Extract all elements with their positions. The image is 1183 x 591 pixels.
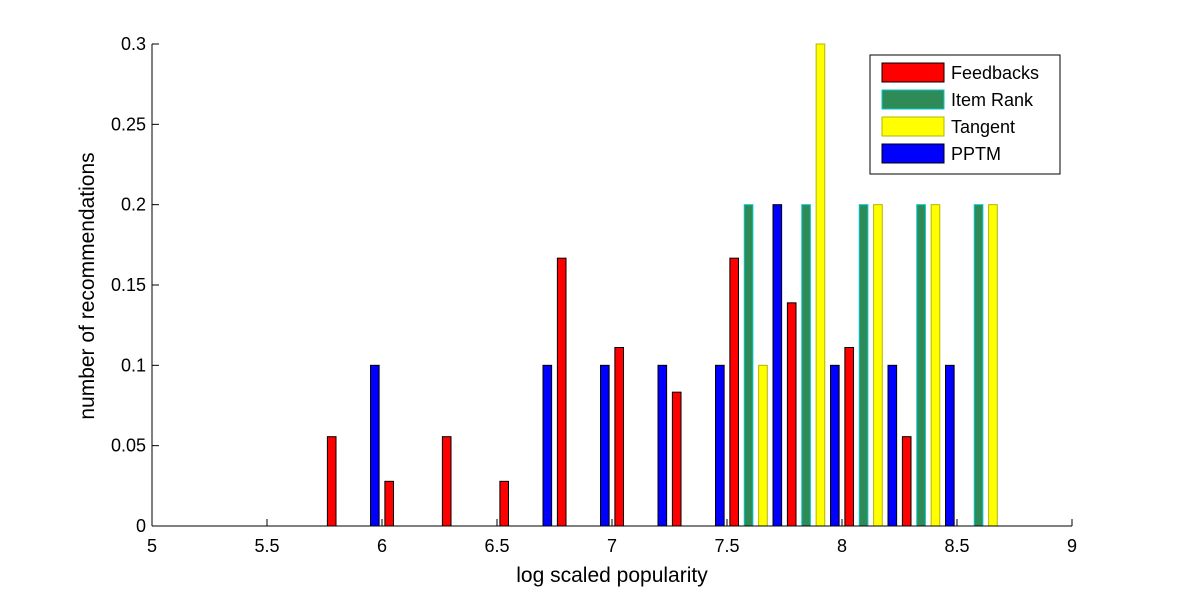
bar-tangent-12: [873, 204, 883, 527]
legend-swatch-tangent: [881, 116, 945, 137]
y-axis-title: number of recommendations: [76, 152, 99, 419]
bar-feedbacks-11: [786, 302, 797, 527]
x-tick-label: 9: [1067, 536, 1077, 556]
bar-pptm-8: [657, 364, 668, 527]
bar-tangent-10: [758, 364, 768, 527]
bar-pptm-11: [830, 364, 840, 527]
bar-item-rank-13: [916, 204, 926, 527]
x-tick-label: 6.5: [484, 536, 509, 556]
y-tick-label: 0.25: [111, 114, 146, 134]
legend-label: Feedbacks: [951, 63, 1039, 83]
legend-swatch-feedbacks: [881, 62, 945, 83]
bar-feedbacks-4: [384, 480, 395, 527]
y-axis-ticks: 0 0.05 0.1 0.15 0.2 0.25 0.3: [111, 34, 159, 536]
y-tick-label: 0.1: [121, 355, 146, 375]
bar-feedbacks-10: [729, 257, 740, 527]
bar-pptm-10: [772, 204, 783, 527]
bar-item-rank-11: [801, 204, 811, 527]
bar-pptm-12: [887, 364, 898, 527]
bar-tangent-14: [988, 204, 998, 527]
bar-pptm-9: [715, 364, 725, 527]
bar-tangent-13: [930, 204, 941, 527]
x-axis-ticks: 5 5.5 6 6.5 7 7.5 8 8.5 9: [147, 519, 1077, 556]
x-axis-title: log scaled popularity: [516, 564, 708, 587]
bar-item-rank-12: [858, 204, 869, 527]
x-tick-label: 6: [377, 536, 387, 556]
bar-pptm-6: [542, 364, 553, 527]
x-tick-label: 7.5: [714, 536, 739, 556]
y-tick-label: 0: [136, 516, 146, 536]
legend-label: PPTM: [951, 144, 1001, 164]
y-tick-label: 0.05: [111, 436, 146, 456]
y-tick-label: 0.15: [111, 275, 146, 295]
y-tick-label: 0.3: [121, 34, 146, 54]
bar-feedbacks-8: [614, 347, 625, 527]
bar-feedbacks-5: [441, 436, 452, 527]
y-tick-label: 0.2: [121, 195, 146, 215]
bar-feedbacks-9: [671, 391, 682, 527]
bar-pptm-7: [600, 364, 610, 527]
legend-swatch-item-rank: [881, 89, 945, 110]
legend-label: Item Rank: [951, 90, 1034, 110]
legend-swatch-pptm: [881, 143, 945, 164]
legend-label: Tangent: [951, 117, 1015, 137]
bar-pptm-13: [945, 364, 955, 527]
bar-item-rank-14: [973, 204, 984, 527]
x-tick-label: 5: [147, 536, 157, 556]
bar-feedbacks-3: [326, 436, 337, 527]
bar-feedbacks-13: [901, 436, 912, 527]
x-tick-label: 8.5: [944, 536, 969, 556]
bar-feedbacks-6: [499, 480, 510, 527]
bar-feedbacks-12: [844, 347, 855, 527]
bar-feedbacks-7: [556, 257, 567, 527]
bar-tangent-11: [815, 43, 826, 527]
x-tick-label: 7: [607, 536, 617, 556]
bar-item-rank-10: [743, 204, 754, 527]
bar-pptm-3: [370, 364, 380, 527]
x-tick-label: 5.5: [254, 536, 279, 556]
x-tick-label: 8: [837, 536, 847, 556]
legend: Feedbacks Item Rank Tangent PPTM: [869, 54, 1061, 175]
